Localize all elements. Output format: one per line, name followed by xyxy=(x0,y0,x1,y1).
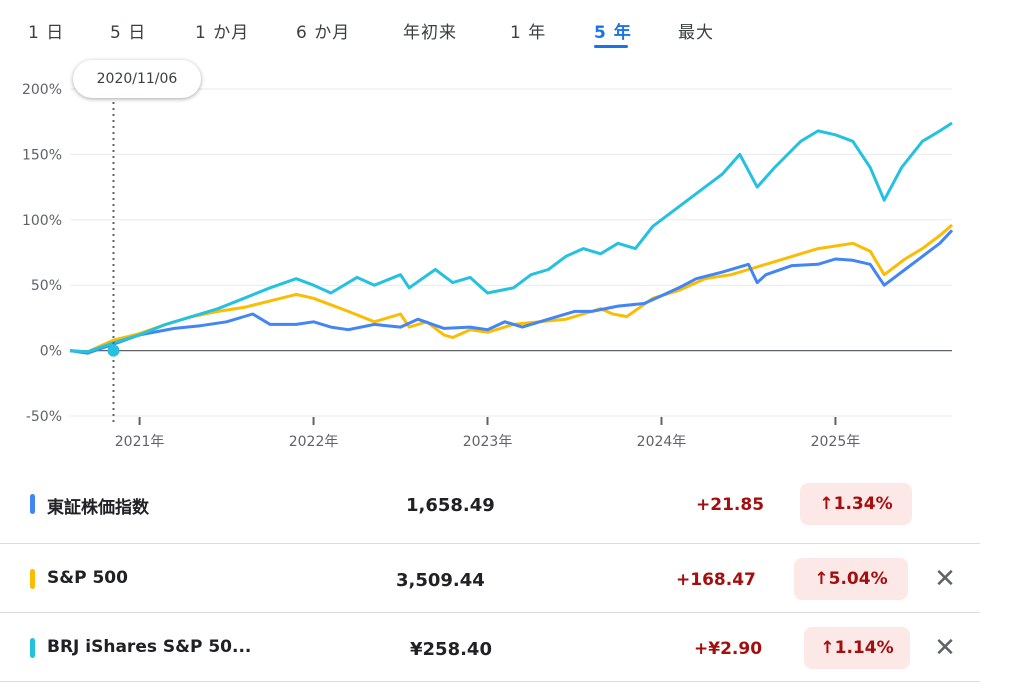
percent-change-badge: ↑5.04% xyxy=(794,558,908,600)
close-icon: ✕ xyxy=(934,564,956,594)
y-tick-label: 150% xyxy=(22,147,62,163)
x-tick-label: 2022年 xyxy=(289,434,339,450)
tab-1d[interactable]: 1 日 xyxy=(28,23,65,43)
instrument-price: 1,658.49 xyxy=(406,495,495,516)
percent-change-badge: ↑1.34% xyxy=(800,483,912,525)
x-tick-label: 2021年 xyxy=(115,434,165,450)
instrument-price: 3,509.44 xyxy=(396,570,485,591)
chart-series xyxy=(69,121,954,355)
chart-grid xyxy=(70,88,952,417)
y-tick-label: 100% xyxy=(22,213,62,229)
series-color-bar xyxy=(30,494,35,514)
tab-ytd[interactable]: 年初来 xyxy=(403,23,457,43)
series-line xyxy=(69,223,953,354)
y-tick-label: 50% xyxy=(31,278,62,294)
tab-5d[interactable]: 5 日 xyxy=(110,23,147,43)
percent-change-text: ↑1.34% xyxy=(819,494,893,514)
percent-change-text: ↑1.14% xyxy=(820,638,894,658)
percent-change-badge: ↑1.14% xyxy=(804,627,910,669)
range-tabs: 1 日 5 日 1 か月 6 か月 年初来 1 年 5 年 最大 xyxy=(0,0,1024,60)
remove-comparison-button[interactable]: ✕ xyxy=(930,633,960,663)
date-tooltip: 2020/11/06 xyxy=(73,60,201,98)
x-axis: 2021年 2022年 2023年 2024年 2025年 xyxy=(115,417,860,450)
y-tick-label: 0% xyxy=(40,344,62,360)
x-tick-label: 2025年 xyxy=(811,434,861,450)
tab-6m[interactable]: 6 か月 xyxy=(296,23,351,43)
tab-5y[interactable]: 5 年 xyxy=(594,23,632,43)
instrument-change: +168.47 xyxy=(676,570,756,590)
price-chart[interactable]: 200%150%100%50%0%-50% 2021年 2022年 2023年 202… xyxy=(0,56,1024,461)
comparison-list: 東証株価指数 1,658.49 +21.85 ↑1.34% S&P 500 3,… xyxy=(0,475,1024,683)
y-tick-label: 200% xyxy=(22,82,62,98)
x-tick-label: 2024年 xyxy=(637,434,687,450)
percent-change-text: ↑5.04% xyxy=(814,569,888,589)
x-tick-label: 2023年 xyxy=(463,434,513,450)
instrument-name: 東証株価指数 xyxy=(47,498,149,518)
list-item[interactable]: BRJ iShares S&P 50... ¥258.40 +¥2.90 ↑1.… xyxy=(0,612,980,681)
tab-1m[interactable]: 1 か月 xyxy=(195,23,250,43)
instrument-price: ¥258.40 xyxy=(410,639,492,660)
tab-max[interactable]: 最大 xyxy=(678,23,714,43)
instrument-name: S&P 500 xyxy=(47,568,128,588)
list-item[interactable]: S&P 500 3,509.44 +168.47 ↑5.04% ✕ xyxy=(0,543,980,612)
y-tick-label: -50% xyxy=(26,409,62,425)
series-line xyxy=(69,121,953,354)
tab-1y[interactable]: 1 年 xyxy=(510,23,547,43)
list-item[interactable]: 東証株価指数 1,658.49 +21.85 ↑1.34% xyxy=(0,475,1024,543)
list-divider xyxy=(0,681,980,683)
hover-marker xyxy=(107,96,120,424)
close-icon: ✕ xyxy=(934,633,956,663)
instrument-change: +21.85 xyxy=(696,495,765,515)
y-axis: 200% 150% 100% 50% 0% -50% xyxy=(22,82,62,425)
series-color-bar xyxy=(30,569,35,589)
active-tab-underline xyxy=(594,45,628,48)
instrument-name: BRJ iShares S&P 50... xyxy=(47,637,252,657)
series-color-bar xyxy=(30,638,35,658)
hover-point xyxy=(107,344,120,357)
series-line xyxy=(69,229,954,355)
remove-comparison-button[interactable]: ✕ xyxy=(930,564,960,594)
instrument-change: +¥2.90 xyxy=(694,639,763,659)
